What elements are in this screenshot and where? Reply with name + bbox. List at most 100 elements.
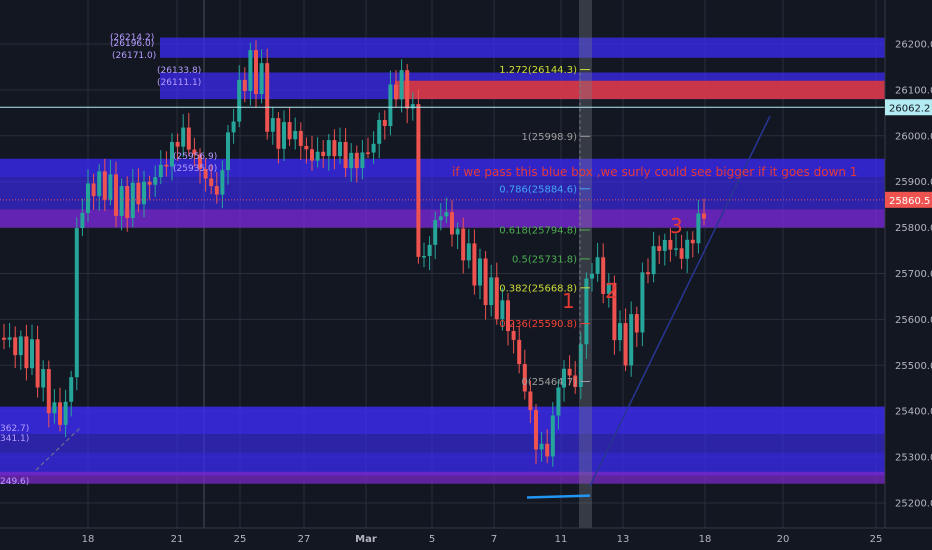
candle-body [690,239,695,244]
candle-body [657,246,662,251]
candle-body [444,212,449,217]
time-tick-label: 11 [555,534,568,545]
candle-body [58,402,62,425]
zone-price-label: (26133.8) [157,66,201,76]
candle-body [192,149,197,155]
candle-body [377,119,382,144]
candle-body [366,152,370,154]
candle-body [130,182,135,218]
time-tick-label: 18 [82,534,95,545]
zone-price-label: (26171.0) [112,51,156,61]
candle-body [198,154,202,169]
candle-body [338,142,342,157]
candle-body [517,339,522,365]
fib-level-label: 0(25464.7) [521,377,577,388]
trend-line [589,115,771,487]
candle-body [640,272,645,333]
candle-body [651,246,656,275]
candle-body [573,375,578,387]
candle-body [321,151,326,157]
time-tick-label: 27 [298,534,311,545]
candle-body [259,63,264,95]
zone-price-label: (26111.1) [157,78,201,88]
price-tick-label: 26000.0 [895,131,932,142]
candle-body [270,118,275,132]
candle-body [298,130,303,146]
zone-price-label: 362.7) [0,424,29,434]
zone-box [395,80,885,100]
candle-body [74,228,79,378]
candle-body [153,177,158,185]
zone-box [0,434,885,453]
candle-body [315,151,320,161]
candle-body [668,239,673,250]
time-highlight [579,0,592,528]
price-axis[interactable]: 26200.0 26100.0 26000.0 25900.0 25800.0 25700… [884,0,932,528]
fib-level-label: 1.272(26144.3) [499,65,577,76]
time-tick-label: 7 [491,534,497,545]
price-tick-label: 25400.0 [895,407,932,418]
wave-count-label: 2 [605,279,618,303]
candle-body [63,401,68,425]
candle-body [601,257,606,294]
candle-body [618,323,622,341]
dashed-trend-line [35,427,81,471]
candle-body [287,122,292,140]
candle-body [679,248,684,259]
candle-body [69,377,74,402]
candle-body [147,181,152,185]
candle-body [646,272,650,275]
price-tick-label: 25900.0 [895,177,932,188]
candle-body [489,277,494,306]
candle-body [242,79,247,92]
candle-body [46,369,51,414]
marker-price-badge-text: 26062.2 [889,103,930,114]
candle-body [567,368,572,376]
candle-body [450,212,454,235]
candle-body [226,132,230,171]
zone-box [0,406,885,435]
candle-body [203,168,208,179]
candle-body [506,300,510,332]
time-axis[interactable]: 18 21 25 27 Mar 5 7 11 13 18 20 25 [0,527,932,545]
candle-body [500,300,505,320]
candle-body [478,258,482,286]
candle-body [304,145,309,150]
candle-body [584,278,589,345]
candle-body [455,228,460,235]
candle-body [13,337,18,356]
candle-body [466,243,471,261]
zone-box [0,471,885,484]
candle-body [556,387,561,416]
candle-body [276,118,281,149]
price-tick-label: 25700.0 [895,269,932,280]
candle-body [125,186,130,218]
candle-body [2,337,6,340]
annotations: (26214.2)(26196.0) (26171.0)(26133.8) (261… [0,33,857,487]
candle-body [332,140,337,157]
candle-body [30,339,34,369]
candle-body [354,152,359,169]
price-tick-label: 26100.0 [895,85,932,96]
candle-body [214,186,219,195]
candle-body [136,182,141,205]
candle-body [483,258,488,306]
candle-body [399,70,404,100]
price-tick-label: 25200.0 [895,499,932,510]
candle-body [181,127,186,147]
candle-body [343,142,348,169]
candle-body [265,63,270,132]
last-price-badge-text: 25860.5 [889,196,930,207]
candle-body [461,228,466,261]
zone-price-label: (26196.0) [110,39,154,49]
candle-body [209,178,214,187]
candle-body [349,152,354,169]
candle-body [629,314,634,366]
candle-body [662,239,667,251]
time-tick-label: 13 [617,534,630,545]
fib-level-label: 1(25998.9) [521,132,577,143]
fib-retracement[interactable]: 1.272(26144.3) 1(25998.9) 0.786(25884.6) 0.… [499,65,590,388]
candle-body [293,130,298,140]
zone-price-label: 249.6) [0,477,29,487]
